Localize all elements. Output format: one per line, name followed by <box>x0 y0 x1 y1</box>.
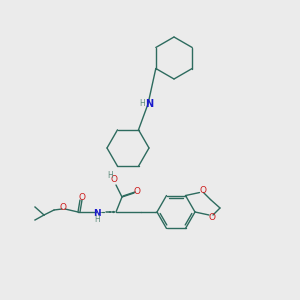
Text: O: O <box>59 203 67 212</box>
Text: O: O <box>79 193 86 202</box>
Text: O: O <box>110 176 118 184</box>
Text: N: N <box>145 99 153 109</box>
Text: O: O <box>199 186 206 195</box>
Text: O: O <box>208 212 215 221</box>
Text: H: H <box>107 170 113 179</box>
Text: H: H <box>139 98 145 107</box>
Text: H: H <box>94 214 100 224</box>
Text: O: O <box>134 188 140 196</box>
Text: N: N <box>93 208 101 217</box>
